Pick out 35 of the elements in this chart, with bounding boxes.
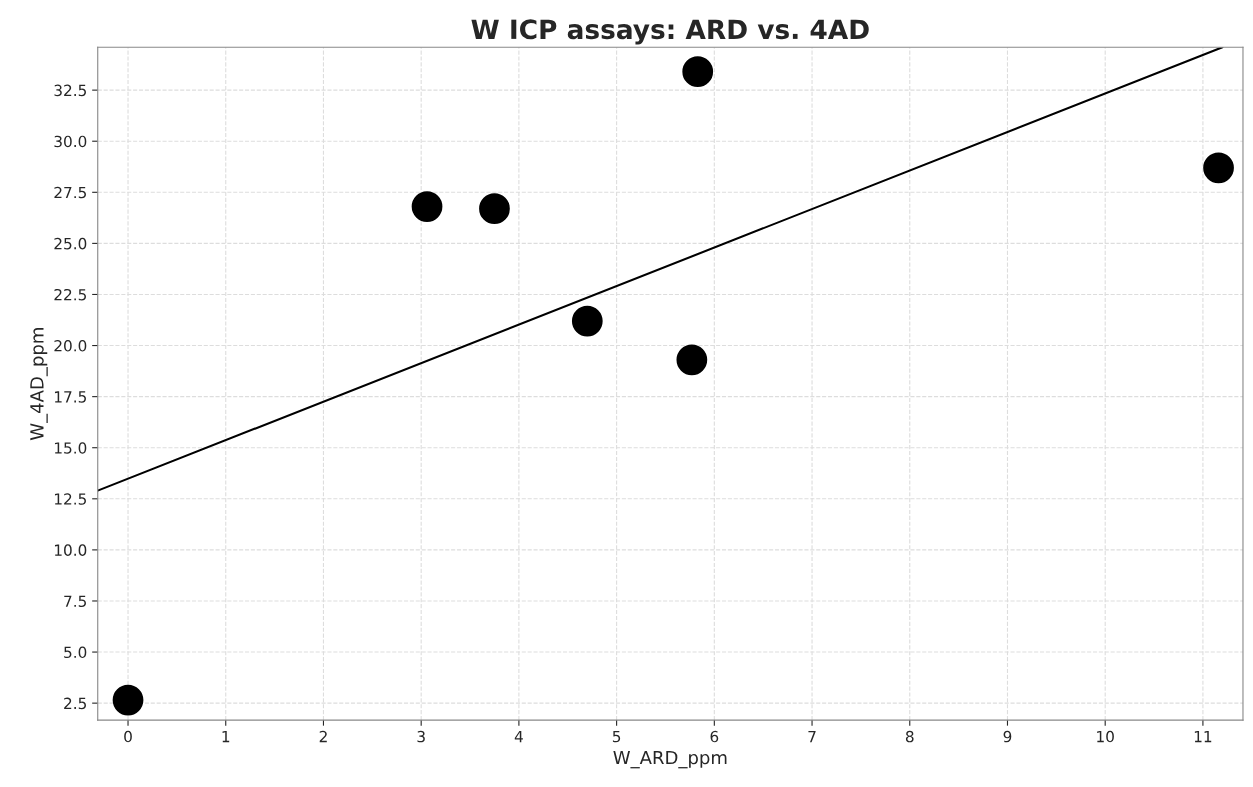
y-tick-label: 10.0 — [54, 544, 87, 556]
x-tick-label: 0 — [124, 730, 132, 743]
x-tick-label: 2 — [319, 730, 327, 743]
x-tick-label: 8 — [905, 730, 914, 743]
x-tick-label: 3 — [417, 730, 425, 743]
y-tick-label: 17.5 — [54, 391, 86, 403]
x-tick-label: 10 — [1097, 730, 1114, 743]
x-tick-label: 6 — [710, 730, 719, 743]
y-tick-label: 30.0 — [54, 135, 87, 148]
y-tick-label: 7.5 — [64, 595, 86, 607]
y-tick-label: 32.5 — [54, 84, 86, 97]
x-tick-label: 9 — [1003, 730, 1012, 743]
point — [479, 193, 510, 225]
y-tick-label: 5.0 — [64, 646, 87, 659]
point — [411, 191, 443, 222]
y-tick-label: 15.0 — [54, 442, 87, 454]
y-tick-label: 27.5 — [54, 186, 86, 199]
x-axis-title: W_ARD_ppm — [613, 750, 727, 769]
point — [682, 56, 714, 88]
x-tick-label: 5 — [612, 730, 621, 743]
x-tick-label: 1 — [222, 730, 230, 743]
y-axis-title: W_4AD_ppm — [30, 328, 48, 441]
y-tick-label: 22.5 — [54, 288, 86, 301]
chart-title: W ICP assays: ARD vs. 4AD — [471, 19, 869, 45]
x-tick-label: 7 — [808, 730, 816, 743]
point — [571, 305, 603, 337]
point — [1203, 152, 1234, 184]
y-tick-label: 2.5 — [64, 697, 86, 710]
x-tick-label: 4 — [514, 730, 523, 743]
y-tick-label: 12.5 — [54, 493, 86, 505]
point — [112, 684, 144, 716]
y-tick-label: 25.0 — [54, 237, 87, 250]
point — [676, 344, 708, 376]
y-tick-label: 20.0 — [54, 340, 87, 352]
x-tick-label: 11 — [1194, 730, 1212, 743]
